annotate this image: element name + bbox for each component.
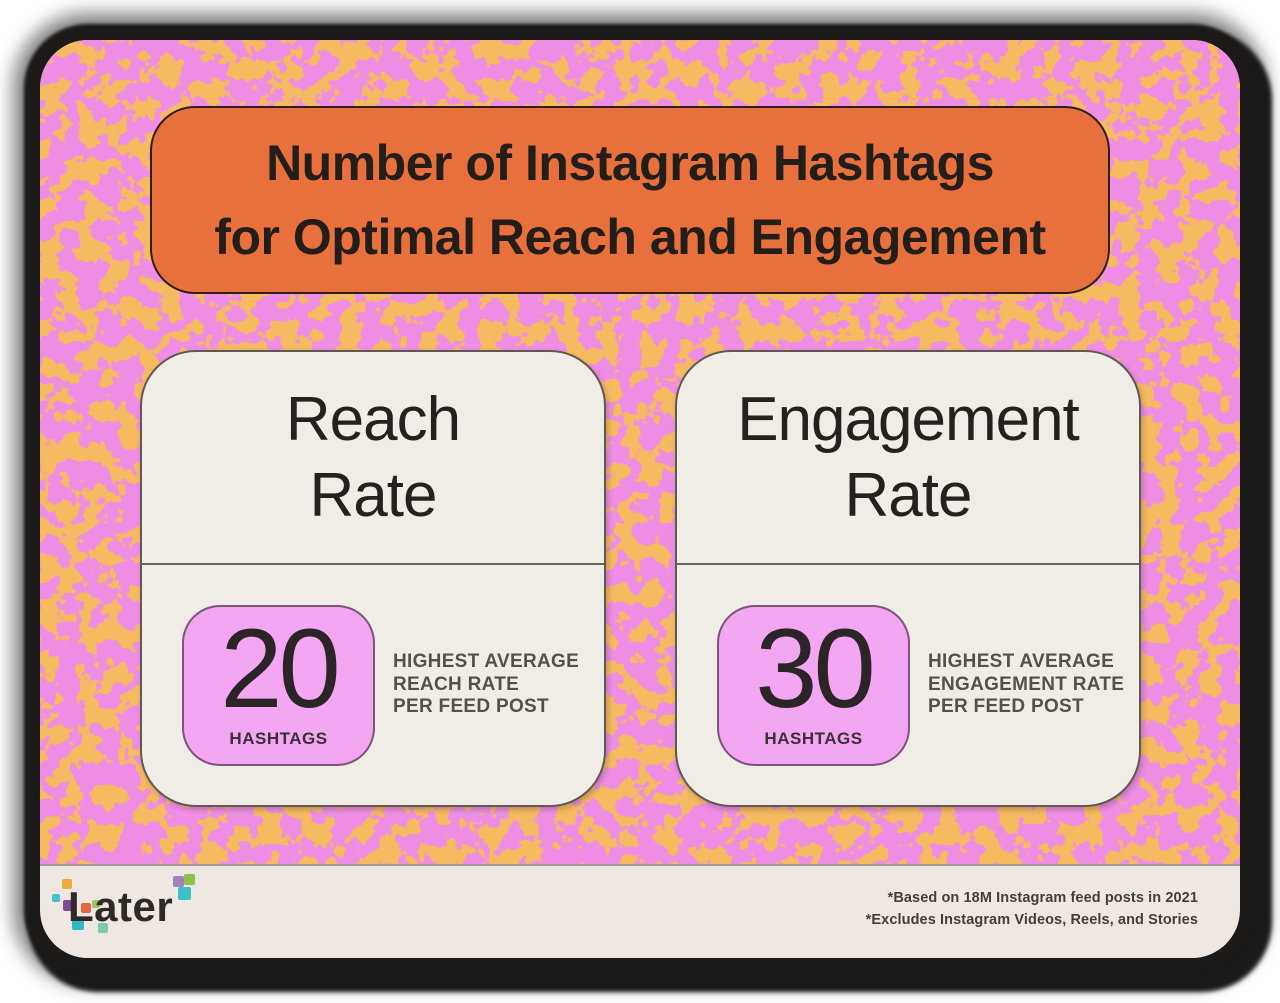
card-title-line: Reach [285,384,461,454]
reach-rate-card: Reach Rate 20 HASHTAGS HIGHEST AVERAGE R… [140,350,606,807]
engagement-rate-card-header: Engagement Rate [677,352,1139,565]
hashtag-count-unit: HASHTAGS [229,728,328,748]
infographic-poster: Number of Instagram Hashtags for Optimal… [40,40,1240,958]
engagement-rate-card-body: 30 HASHTAGS HIGHEST AVERAGE ENGAGEMENT R… [677,565,1139,805]
metric-description-line: HIGHEST AVERAGE [393,651,580,673]
hashtag-count-value: 20 [220,605,341,731]
poster-title-line-1: Number of Instagram Hashtags [266,135,994,191]
hashtag-count-unit: HASHTAGS [764,728,863,748]
reach-rate-card-body: 20 HASHTAGS HIGHEST AVERAGE REACH RATE P… [142,565,604,805]
hashtag-count-value: 30 [755,605,876,731]
card-title-line: Engagement [737,384,1080,454]
logo-pixel-icon [62,879,72,889]
logo-pixel-icon [178,887,191,900]
later-logo-wordmark: Later [68,883,174,930]
footer-bar: Later *Based on 18M Instagram feed posts… [40,866,1240,958]
hashtag-count-badge: 20 HASHTAGS [182,604,375,766]
logo-pixel-icon [63,900,74,911]
footnote-line: *Excludes Instagram Videos, Reels, and S… [865,912,1198,928]
metric-description-line: REACH RATE [393,673,520,695]
metric-description-line: PER FEED POST [928,696,1084,718]
title-banner: Number of Instagram Hashtags for Optimal… [150,106,1110,294]
later-logo: Later [52,873,262,945]
metric-description-line: ENGAGEMENT RATE [928,673,1125,695]
poster-title-line-2: for Optimal Reach and Engagement [214,209,1046,265]
metric-description-line: HIGHEST AVERAGE [928,651,1115,673]
card-title-line: Rate [844,460,973,530]
logo-pixel-icon [52,894,60,902]
logo-pixel-icon [72,920,84,930]
footnotes: *Based on 18M Instagram feed posts in 20… [866,887,1198,932]
metric-description-line: PER FEED POST [393,696,549,718]
logo-pixel-icon [184,874,195,885]
logo-pixel-icon [173,876,184,887]
metric-description: HIGHEST AVERAGE ENGAGEMENT RATE PER FEED… [928,651,1124,718]
logo-pixel-icon [92,900,100,908]
logo-pixel-icon [98,923,108,933]
hashtag-count-badge: 30 HASHTAGS [717,604,910,766]
card-title-line: Rate [309,460,438,530]
footnote-line: *Based on 18M Instagram feed posts in 20… [887,889,1198,906]
engagement-rate-card: Engagement Rate 30 HASHTAGS HIGHEST AVER… [675,350,1141,807]
reach-rate-card-header: Reach Rate [142,352,604,565]
metric-description: HIGHEST AVERAGE REACH RATE PER FEED POST [393,651,579,718]
logo-pixel-icon [81,903,91,913]
